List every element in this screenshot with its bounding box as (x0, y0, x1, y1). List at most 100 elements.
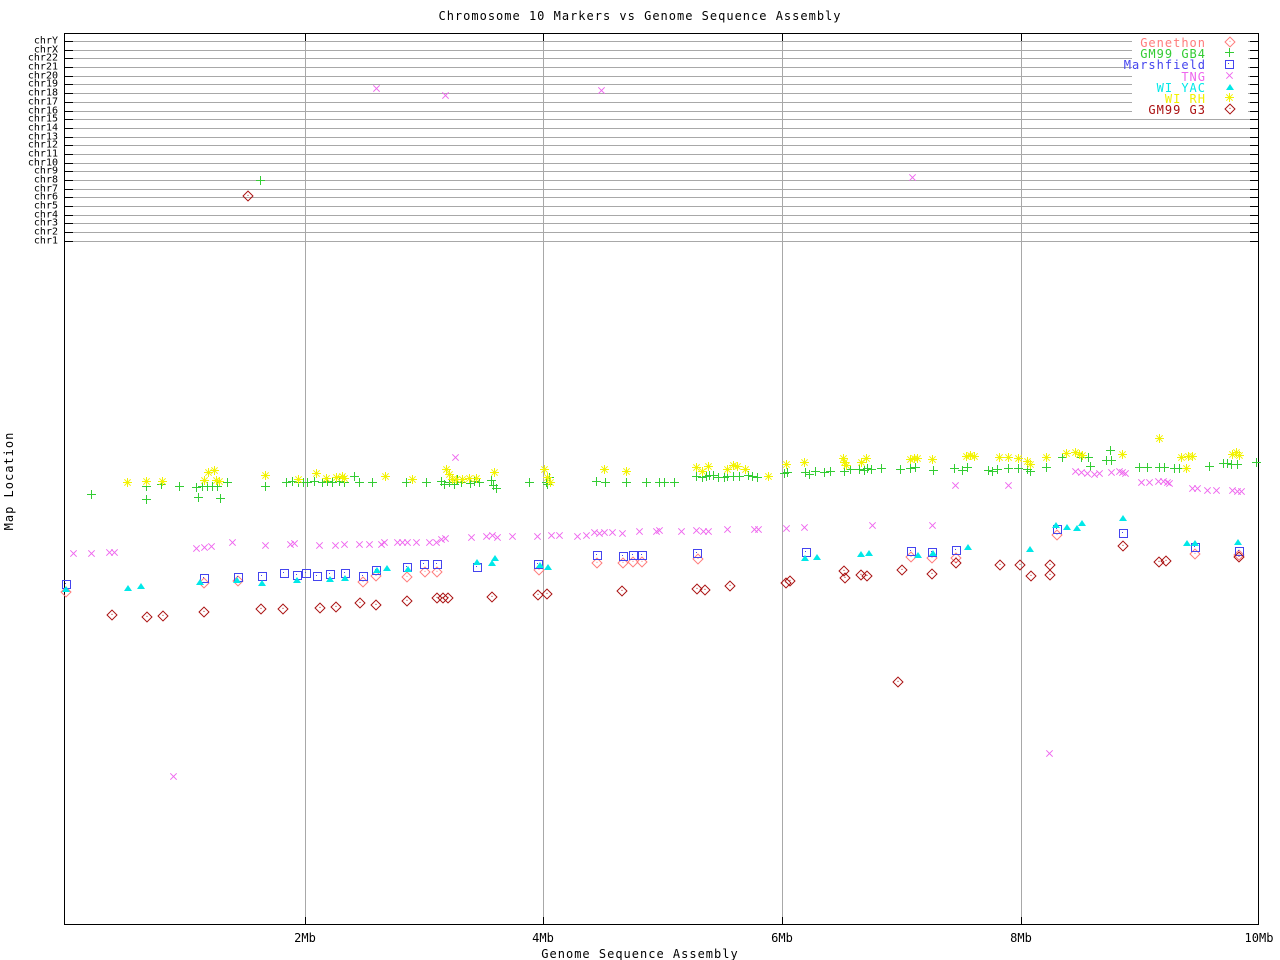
x-axis-tick-label: 2Mb (294, 931, 316, 945)
data-point-marker (137, 583, 145, 589)
data-point-marker (1205, 462, 1214, 471)
chromosome-tick-label: chr8 (33, 174, 58, 186)
x-axis-tick (543, 34, 544, 41)
data-point-marker (473, 559, 481, 565)
data-point-marker (544, 564, 552, 570)
data-point-marker (1145, 478, 1154, 487)
data-point-marker (192, 483, 201, 492)
chromosome-tick-label: chr17 (27, 96, 58, 108)
data-point-marker (1233, 460, 1242, 469)
data-point-marker (929, 466, 938, 475)
data-point-marker (709, 471, 718, 480)
data-point-marker (704, 462, 713, 471)
x-axis-tick (1021, 34, 1022, 41)
data-point-marker (422, 478, 431, 487)
y-axis-tick (65, 188, 73, 190)
y-axis-tick (65, 75, 73, 77)
legend-label: WI YAC (1156, 80, 1206, 95)
data-point-marker (698, 473, 707, 482)
y-axis-tick (65, 162, 73, 164)
data-point-marker (720, 473, 729, 482)
y-axis-tick (65, 240, 73, 242)
data-point-marker (908, 173, 917, 182)
data-point-marker (966, 451, 975, 460)
data-point-marker (842, 461, 851, 470)
data-point-marker (929, 550, 937, 556)
data-point-marker (62, 586, 70, 592)
data-point-marker (293, 577, 301, 583)
data-point-marker (213, 482, 222, 491)
x-axis-tick (1258, 917, 1259, 924)
data-point-marker (1237, 487, 1246, 496)
data-point-marker (200, 476, 209, 485)
data-point-marker (857, 458, 866, 467)
data-point-marker (655, 526, 664, 535)
data-point-marker (601, 478, 610, 487)
x-axis-tick-label: 8Mb (1010, 931, 1032, 945)
data-point-marker (1004, 481, 1013, 490)
data-point-marker (913, 454, 922, 463)
chromosome-tick-label: chr10 (27, 157, 58, 169)
data-point-marker (203, 482, 212, 491)
data-point-marker (1042, 463, 1051, 472)
data-point-marker (619, 552, 628, 561)
y-axis-tick (1250, 41, 1258, 42)
legend: Genethon GM99 GB4 Marshfield TNG WI YAC WI RH… (1124, 36, 1248, 118)
data-point-marker (1062, 449, 1071, 458)
data-point-marker (69, 549, 78, 558)
data-point-marker (123, 478, 132, 487)
data-point-marker (857, 551, 865, 557)
data-point-marker (124, 585, 132, 591)
data-point-marker (466, 479, 475, 488)
data-point-marker (698, 467, 707, 476)
data-point-marker (964, 544, 972, 550)
data-point-marker (302, 569, 311, 578)
chromosome-gridline (64, 101, 1259, 103)
data-point-marker (1078, 520, 1086, 526)
data-point-marker (906, 455, 915, 464)
data-point-marker (207, 542, 216, 551)
data-point-marker (340, 474, 349, 483)
chromosome-tick-label: chr21 (27, 61, 58, 73)
chromosome-gridline (64, 93, 1259, 95)
data-point-marker (383, 565, 391, 571)
data-point-marker (1135, 463, 1144, 472)
data-point-marker (1095, 469, 1104, 478)
data-point-marker (303, 478, 312, 487)
data-point-marker (867, 465, 876, 474)
data-point-marker (970, 452, 979, 461)
data-point-marker (493, 533, 502, 542)
data-point-marker (950, 464, 959, 473)
data-point-marker (1102, 456, 1111, 465)
chromosome-tick-label: chr11 (27, 148, 58, 160)
data-point-marker (1004, 464, 1013, 473)
chromosome-tick-label: chr19 (27, 78, 58, 90)
data-point-marker (1042, 453, 1051, 462)
y-axis-tick (1250, 197, 1258, 199)
data-point-marker (261, 541, 270, 550)
y-axis-tick (1250, 67, 1258, 69)
data-point-marker (1073, 525, 1081, 531)
y-axis-tick (1250, 49, 1258, 51)
data-point-marker (332, 473, 341, 482)
legend-entry: WI YAC (1132, 80, 1248, 95)
chromosome-tick-label: chr4 (33, 209, 58, 221)
data-point-marker (341, 575, 349, 581)
chromosome-tick-label: chr6 (33, 191, 58, 203)
plot-border (64, 33, 1259, 925)
data-point-marker (1119, 529, 1128, 538)
chromosome-gridline (64, 67, 1259, 69)
data-point-marker (1084, 453, 1093, 462)
y-axis-tick (65, 119, 73, 121)
data-point-marker (928, 455, 937, 464)
data-point-marker (402, 478, 411, 487)
y-axis-tick (1250, 101, 1258, 103)
mb-gridline (305, 33, 306, 925)
data-point-marker (839, 454, 848, 463)
data-point-marker (1155, 463, 1164, 472)
chromosome-tick-label: chr7 (33, 183, 58, 195)
data-point-marker (355, 478, 364, 487)
y-axis-tick (65, 58, 73, 60)
data-point-marker (1075, 450, 1084, 459)
